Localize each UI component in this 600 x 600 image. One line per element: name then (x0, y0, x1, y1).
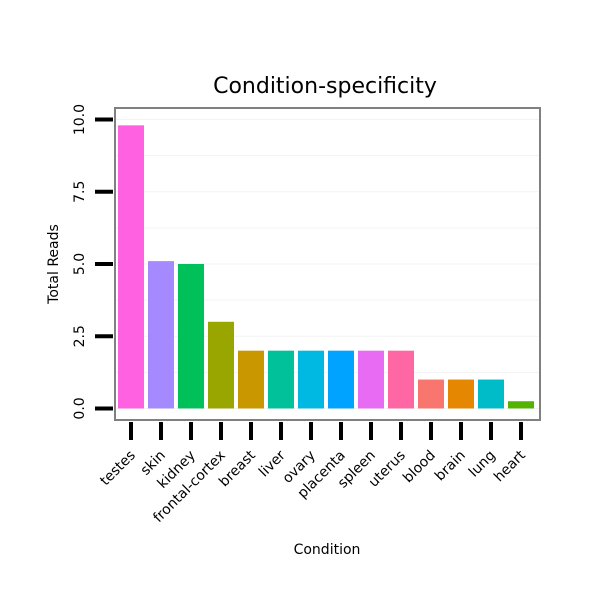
x-tick-label: brain (432, 448, 469, 485)
bar-ovary (298, 350, 324, 409)
bar-brain (448, 379, 474, 409)
x-axis-label: Condition (294, 542, 361, 558)
chart-title: Condition-specificity (213, 74, 437, 99)
y-tick-label: 10.0 (72, 104, 88, 135)
y-tick-label: 7.5 (72, 181, 88, 203)
bars (118, 125, 534, 409)
x-tick-label: blood (400, 448, 439, 487)
x-tick-label: testes (97, 448, 139, 490)
bar-kidney (178, 264, 204, 409)
bar-liver (268, 350, 294, 409)
plot-panel-border (114, 107, 541, 421)
bar-blood (418, 379, 444, 409)
y-axis-label: Total Reads (46, 224, 62, 305)
bar-skin (148, 261, 174, 409)
y-axis-ticks: 0.0 2.5 5.0 7.5 10.0 (72, 104, 113, 420)
bar-spleen (358, 350, 384, 409)
y-tick-label: 0.0 (72, 397, 88, 419)
bar-lung (478, 379, 504, 409)
bar-heart (508, 401, 534, 409)
x-tick-label: heart (491, 447, 529, 485)
y-tick-label: 2.5 (72, 325, 88, 347)
bar-frontal-cortex (208, 321, 234, 409)
bar-breast (238, 350, 264, 409)
y-tick-label: 5.0 (72, 253, 88, 275)
bar-uterus (388, 350, 414, 409)
bar-testes (118, 125, 144, 409)
x-axis-ticks: testesskinkidneyfrontal-cortexbreastlive… (97, 422, 529, 526)
bar-placenta (328, 350, 354, 409)
